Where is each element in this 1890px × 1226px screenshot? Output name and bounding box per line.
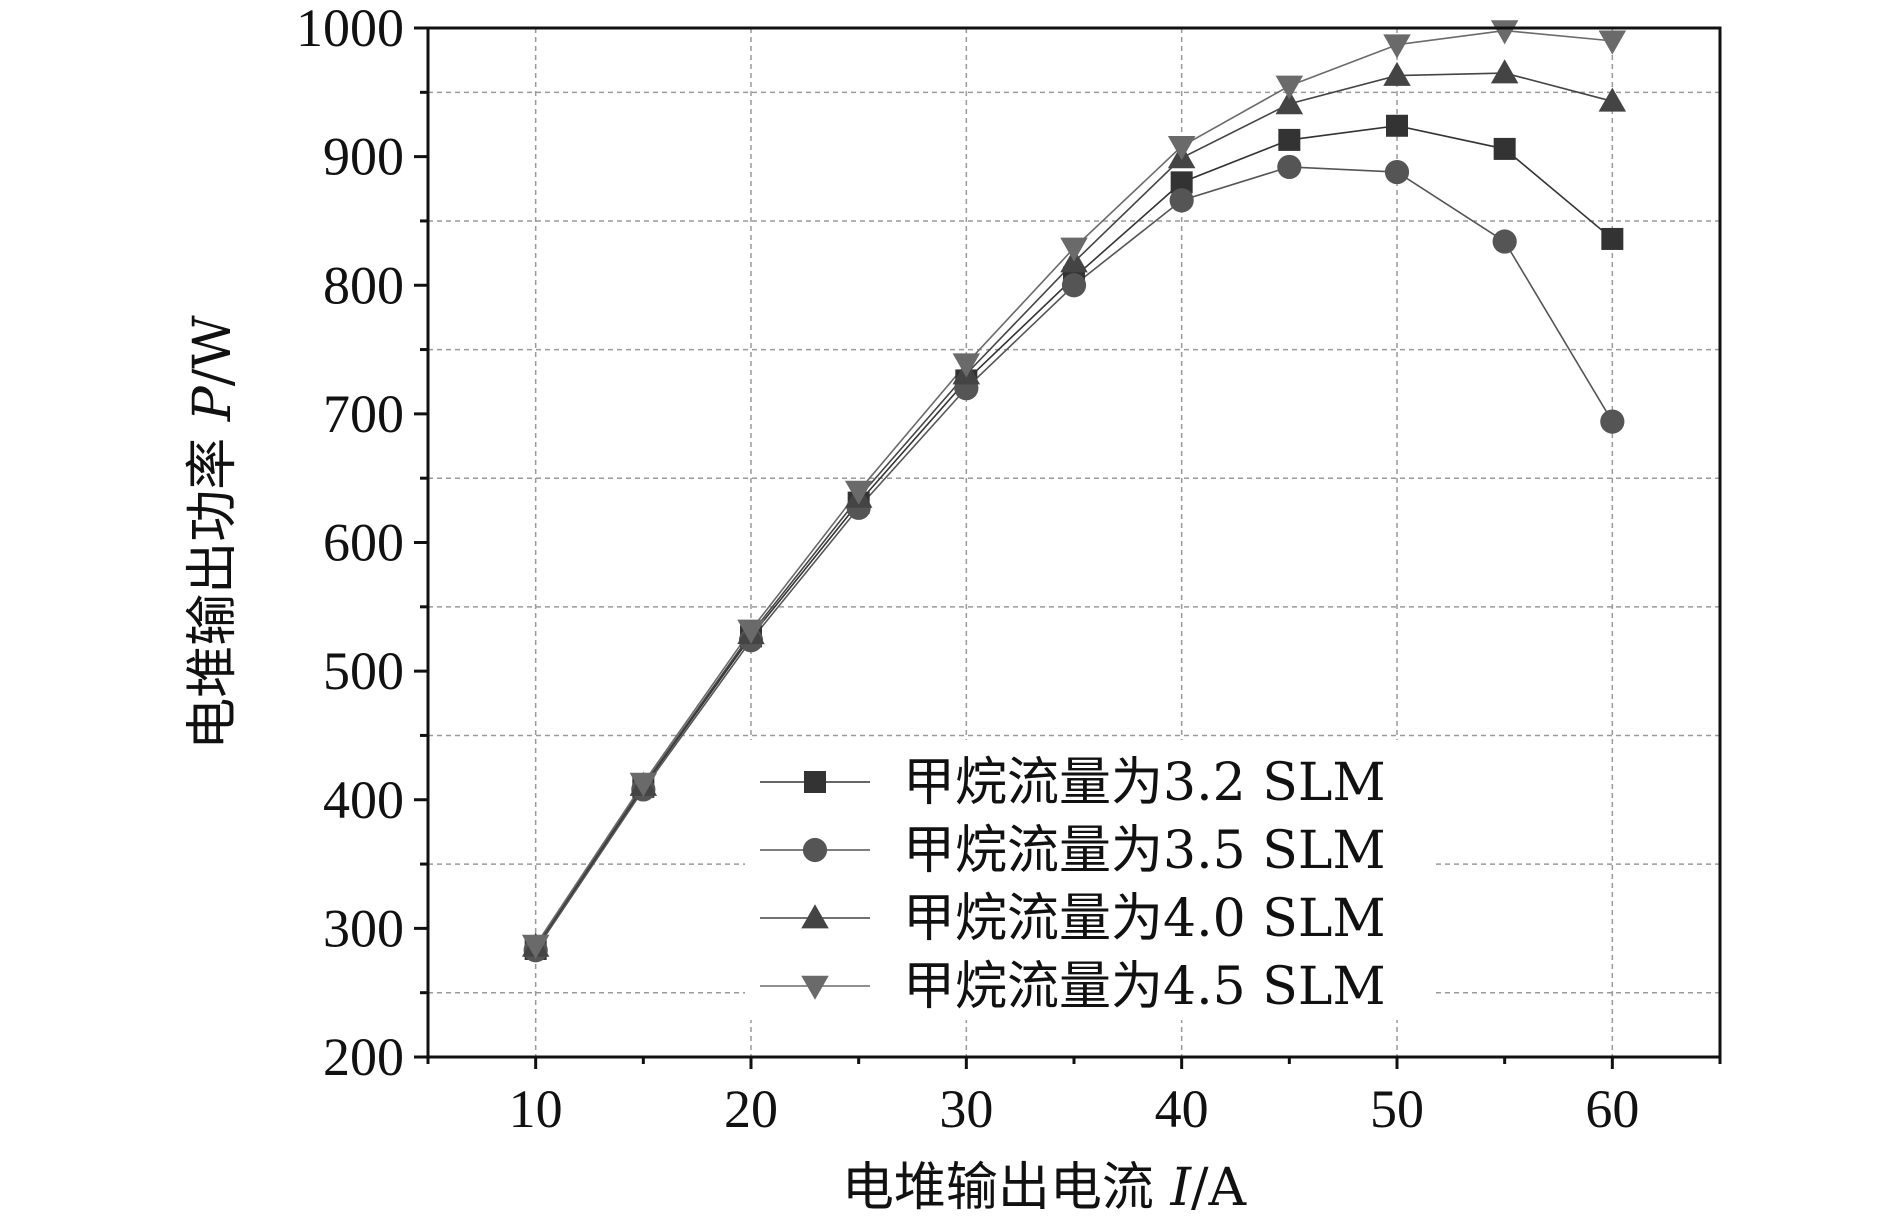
series-2-point-55 (1492, 229, 1517, 254)
series-1-point-55 (1493, 137, 1516, 160)
series-2-point-60 (1600, 409, 1625, 434)
series-2-point-35 (1061, 273, 1087, 298)
x-tick-label-20: 20 (724, 1079, 778, 1139)
series-4-point-20 (737, 619, 765, 644)
series-2-point-40 (1169, 188, 1194, 213)
series-1-point-60 (1601, 227, 1624, 250)
series-markers (521, 20, 1627, 963)
x-tick-label-30: 30 (939, 1079, 993, 1139)
x-tick-labels: 10 20 30 40 50 60 (509, 1079, 1640, 1139)
series-4-point-35 (1060, 237, 1088, 262)
legend-marker-2 (802, 837, 828, 863)
legend-marker-1 (804, 771, 826, 793)
series-3-point-55 (1490, 59, 1519, 84)
y-tick-label-800: 800 (323, 255, 404, 315)
series-2-point-45 (1277, 154, 1302, 180)
series-4-point-45 (1275, 75, 1304, 100)
x-axis-title-prefix: 电堆输出电流 (842, 1158, 1171, 1218)
series-3-point-45 (1275, 90, 1304, 115)
axis-ticks (414, 26, 1722, 1069)
legend-marker-4 (801, 975, 829, 1000)
series-4-point-25 (844, 480, 873, 505)
series-1-point-40 (1170, 171, 1193, 194)
series-4-point-55 (1490, 20, 1519, 45)
x-tick-label-50: 50 (1370, 1079, 1424, 1139)
series-4-point-60 (1598, 30, 1627, 55)
y-tick-label-500: 500 (323, 641, 404, 701)
x-axis-title-unit: /A (1191, 1158, 1248, 1218)
series-1-point-50 (1386, 114, 1408, 137)
series-3-point-60 (1598, 87, 1627, 112)
series-4-point-50 (1383, 34, 1411, 59)
x-axis-title: 电堆输出电流 I/A (842, 1158, 1248, 1218)
series-4-point-15 (629, 772, 658, 797)
y-tick-label-1000: 1000 (296, 0, 404, 58)
series-1-point-45 (1278, 128, 1301, 151)
series-2-point-50 (1384, 159, 1410, 185)
y-axis-title-unit: /W (183, 315, 243, 387)
y-tick-labels: 200 300 400 500 600 700 800 900 1000 (296, 0, 404, 1087)
y-tick-label-300: 300 (323, 898, 404, 958)
legend: 甲烷流量为3.2 SLM 甲烷流量为3.5 SLM 甲烷流量为4.0 SLM 甲烷流量… (760, 753, 1386, 1017)
y-tick-label-700: 700 (323, 384, 404, 444)
y-tick-label-600: 600 (323, 513, 404, 573)
legend-label-4: 甲烷流量为4.5 SLM (903, 957, 1386, 1017)
y-axis-title-prefix: 电堆输出功率 (183, 421, 243, 750)
legend-label-3: 甲烷流量为4.0 SLM (903, 889, 1386, 949)
series-4-point-10 (521, 934, 550, 959)
y-tick-label-400: 400 (323, 770, 404, 830)
series-4-point-30 (952, 353, 981, 378)
legend-background (745, 740, 1435, 1020)
y-axis-title-var: P (183, 385, 243, 422)
y-tick-label-900: 900 (323, 127, 404, 187)
legend-label-2: 甲烷流量为3.5 SLM (903, 821, 1386, 881)
legend-label-1: 甲烷流量为3.2 SLM (903, 753, 1386, 813)
x-tick-label-60: 60 (1585, 1079, 1639, 1139)
legend-marker-3 (801, 904, 829, 929)
x-tick-label-40: 40 (1155, 1079, 1209, 1139)
y-axis-title: 电堆输出功率 P/W (183, 315, 243, 750)
series-4-point-40 (1167, 136, 1196, 161)
x-tick-label-10: 10 (509, 1079, 563, 1139)
series-3-point-50 (1383, 61, 1411, 86)
y-tick-label-200: 200 (323, 1027, 404, 1087)
x-axis-title-var: I (1169, 1158, 1192, 1218)
